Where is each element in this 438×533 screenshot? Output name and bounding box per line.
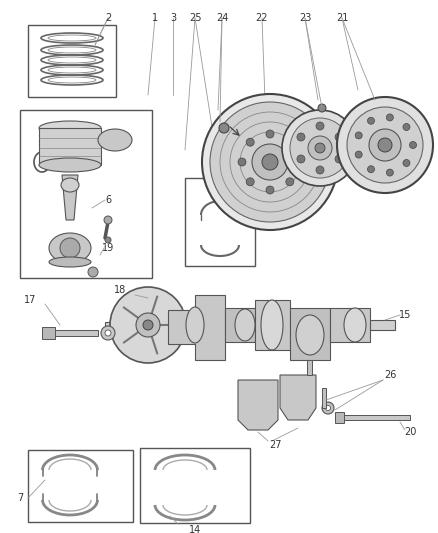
Circle shape [238, 158, 246, 166]
Text: 27: 27 [269, 440, 281, 450]
Polygon shape [330, 308, 370, 342]
Circle shape [286, 178, 294, 186]
Text: 20: 20 [404, 427, 416, 437]
Text: 26: 26 [384, 370, 396, 380]
Polygon shape [225, 308, 255, 342]
Text: 21: 21 [336, 13, 348, 23]
Circle shape [210, 102, 330, 222]
Circle shape [322, 402, 334, 414]
Bar [28, 25, 116, 97]
Circle shape [355, 132, 362, 139]
Circle shape [105, 330, 111, 336]
Circle shape [290, 118, 350, 178]
Ellipse shape [61, 178, 79, 192]
Text: 15: 15 [399, 310, 411, 320]
Ellipse shape [49, 257, 91, 267]
Circle shape [403, 124, 410, 131]
Text: 24: 24 [216, 13, 228, 23]
Circle shape [104, 216, 112, 224]
Ellipse shape [296, 315, 324, 355]
Polygon shape [39, 128, 101, 165]
Text: 6: 6 [105, 195, 111, 205]
Circle shape [403, 159, 410, 166]
Circle shape [316, 166, 324, 174]
Circle shape [297, 133, 305, 141]
Circle shape [101, 326, 115, 340]
Polygon shape [255, 300, 290, 350]
Circle shape [325, 406, 331, 410]
Circle shape [335, 133, 343, 141]
Text: 14: 14 [189, 525, 201, 533]
Circle shape [262, 154, 278, 170]
Circle shape [219, 123, 229, 133]
Circle shape [246, 178, 254, 186]
Ellipse shape [39, 121, 101, 135]
Text: 23: 23 [299, 13, 311, 23]
Bar [20, 110, 152, 278]
Circle shape [367, 166, 374, 173]
Text: 7: 7 [17, 493, 23, 503]
Circle shape [136, 313, 160, 337]
Text: 1: 1 [152, 13, 158, 23]
Circle shape [386, 169, 393, 176]
Circle shape [88, 267, 98, 277]
Ellipse shape [39, 158, 101, 172]
Circle shape [282, 110, 358, 186]
Text: 19: 19 [102, 243, 114, 253]
Polygon shape [370, 320, 395, 330]
Circle shape [367, 117, 374, 124]
Circle shape [308, 136, 332, 160]
Circle shape [297, 155, 305, 163]
Circle shape [105, 237, 111, 243]
Circle shape [369, 129, 401, 161]
Text: 17: 17 [24, 295, 36, 305]
Circle shape [202, 94, 338, 230]
Circle shape [337, 97, 433, 193]
Circle shape [266, 186, 274, 194]
Text: 3: 3 [170, 13, 176, 23]
Circle shape [60, 238, 80, 258]
Ellipse shape [186, 307, 204, 343]
Polygon shape [42, 330, 98, 336]
Circle shape [410, 141, 417, 149]
Polygon shape [280, 375, 316, 420]
Circle shape [286, 138, 294, 146]
Ellipse shape [261, 300, 283, 350]
Circle shape [315, 143, 325, 153]
Circle shape [386, 114, 393, 121]
Bar [185, 178, 255, 266]
Circle shape [294, 158, 302, 166]
Circle shape [246, 138, 254, 146]
Text: 22: 22 [256, 13, 268, 23]
Circle shape [266, 130, 274, 138]
Polygon shape [238, 380, 278, 430]
Text: 25: 25 [190, 13, 202, 23]
Polygon shape [335, 412, 344, 423]
Circle shape [355, 151, 362, 158]
Circle shape [143, 320, 153, 330]
Circle shape [318, 104, 326, 112]
Circle shape [110, 287, 186, 363]
Ellipse shape [344, 308, 366, 342]
Circle shape [316, 122, 324, 130]
Polygon shape [290, 308, 330, 360]
Circle shape [378, 138, 392, 152]
Ellipse shape [235, 309, 255, 341]
Ellipse shape [98, 129, 132, 151]
Polygon shape [105, 322, 168, 334]
Circle shape [252, 144, 288, 180]
Polygon shape [322, 388, 326, 408]
Polygon shape [307, 360, 312, 375]
Ellipse shape [49, 233, 91, 263]
Circle shape [347, 107, 423, 183]
Bar [140, 448, 250, 523]
Text: 2: 2 [105, 13, 111, 23]
Bar [28, 450, 133, 522]
Circle shape [335, 155, 343, 163]
Polygon shape [335, 415, 410, 420]
Polygon shape [42, 327, 55, 339]
Polygon shape [168, 295, 225, 360]
Polygon shape [62, 175, 78, 220]
Text: 18: 18 [114, 285, 126, 295]
